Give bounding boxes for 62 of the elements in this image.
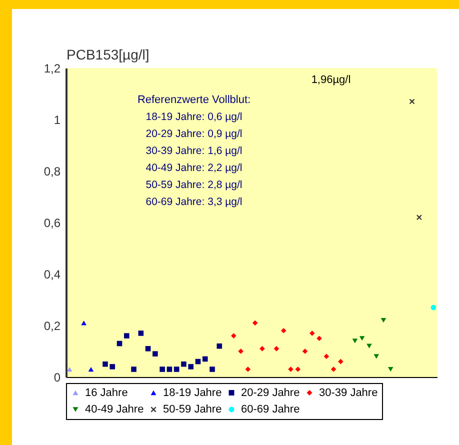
annotation: Referenzwerte Vollblut: xyxy=(137,94,251,106)
y-tick-label: 0,4 xyxy=(44,268,61,282)
annotation: 20-29 Jahre: 0,9 µg/l xyxy=(146,128,242,140)
point xyxy=(310,330,315,336)
point xyxy=(274,346,280,352)
point xyxy=(280,328,286,334)
annotation: 60-69 Jahre: 3,3 µg/l xyxy=(146,196,242,208)
point xyxy=(238,348,244,354)
point xyxy=(152,351,158,356)
point xyxy=(138,330,144,336)
annotation: 30-39 Jahre: 1,6 µg/l xyxy=(146,145,242,157)
y-tick-label: 0 xyxy=(54,370,61,384)
annotation: 18-19 Jahre: 0,6 µg/l xyxy=(146,111,242,123)
point xyxy=(66,366,72,372)
legend-label: 50-59 Jahre xyxy=(163,404,222,416)
annotation: 50-59 Jahre: 2,8 µg/l xyxy=(146,179,242,191)
point xyxy=(131,366,136,372)
point xyxy=(160,366,165,372)
point xyxy=(210,366,215,372)
point xyxy=(231,333,236,338)
y-tick-label: 0,8 xyxy=(44,164,61,178)
point xyxy=(366,344,372,348)
point xyxy=(295,366,301,372)
point xyxy=(288,366,294,372)
point xyxy=(252,320,258,326)
y-tick-label: 0,6 xyxy=(44,216,61,230)
point xyxy=(316,336,322,342)
y-axis-title: PCB153[µg/l] xyxy=(66,46,150,62)
point xyxy=(188,364,194,370)
point xyxy=(352,338,358,344)
point xyxy=(166,366,172,372)
y-tick-label: 0,2 xyxy=(44,319,61,333)
point xyxy=(181,361,186,367)
point xyxy=(409,98,415,104)
point xyxy=(110,364,116,370)
annotation: 40-49 Jahre: 2,2 µg/l xyxy=(146,162,242,174)
point xyxy=(145,346,151,352)
y-tick-label: 1,2 xyxy=(44,62,61,76)
point xyxy=(174,366,180,372)
point xyxy=(374,354,379,359)
point xyxy=(216,343,222,349)
point xyxy=(359,336,365,341)
point xyxy=(124,333,130,338)
point xyxy=(430,304,436,310)
annotation: 1,96µg/l xyxy=(311,74,351,86)
legend-label: 18-19 Jahre xyxy=(163,386,222,399)
point xyxy=(88,366,94,372)
legend-label: 16 Jahre xyxy=(85,386,128,399)
point xyxy=(416,214,422,220)
point xyxy=(338,358,344,364)
point xyxy=(81,320,86,326)
point xyxy=(260,346,265,352)
point xyxy=(202,356,208,362)
legend-label: 30-39 Jahre xyxy=(319,386,378,399)
y-tick-label: 1 xyxy=(54,113,61,127)
point xyxy=(102,361,108,367)
point xyxy=(388,366,394,372)
legend-label: 60-69 Jahre xyxy=(241,404,300,416)
legend-label: 20-29 Jahre xyxy=(241,386,300,399)
legend-label: 40-49 Jahre xyxy=(85,404,144,416)
point xyxy=(324,354,330,360)
point xyxy=(380,318,386,323)
